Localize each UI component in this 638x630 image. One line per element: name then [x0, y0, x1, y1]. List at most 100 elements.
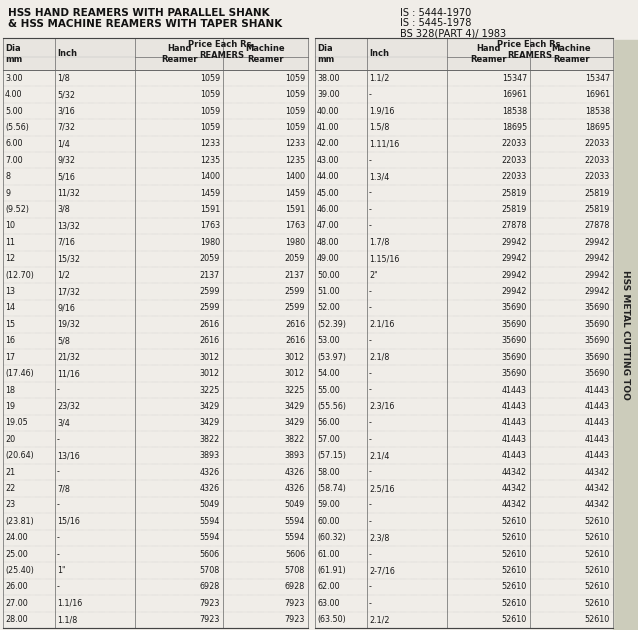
Text: 35690: 35690 [585, 369, 610, 378]
Text: 5.00: 5.00 [5, 106, 22, 115]
Text: Machine
Reamer: Machine Reamer [552, 44, 591, 64]
Text: 22033: 22033 [501, 139, 527, 148]
Text: 35690: 35690 [585, 304, 610, 312]
Text: 5594: 5594 [200, 533, 220, 542]
Text: 41443: 41443 [585, 418, 610, 427]
Text: 21/32: 21/32 [57, 353, 80, 362]
Text: 35690: 35690 [501, 320, 527, 329]
Text: 35690: 35690 [585, 336, 610, 345]
Text: -: - [369, 336, 372, 345]
Text: -: - [369, 304, 372, 312]
Text: 1459: 1459 [200, 188, 220, 198]
Bar [315, 185, 613, 202]
Text: 49.00: 49.00 [317, 255, 339, 263]
Text: 3893: 3893 [200, 451, 220, 460]
Bar [315, 119, 613, 135]
Text: 6928: 6928 [200, 583, 220, 592]
Text: 5/16: 5/16 [57, 172, 75, 181]
Text: 1980: 1980 [200, 238, 220, 247]
Text: (9.52): (9.52) [5, 205, 29, 214]
Bar [3, 70, 308, 86]
Text: 15/16: 15/16 [57, 517, 80, 526]
Text: 5594: 5594 [285, 517, 305, 526]
Text: 1763: 1763 [200, 221, 220, 231]
Text: 3225: 3225 [200, 386, 220, 394]
Text: 15/32: 15/32 [57, 255, 80, 263]
Text: 1059: 1059 [200, 106, 220, 115]
Text: 2.1/4: 2.1/4 [369, 451, 389, 460]
Bar [3, 415, 308, 431]
Text: 3012: 3012 [285, 353, 305, 362]
Text: 1059: 1059 [285, 74, 305, 83]
Text: 17: 17 [5, 353, 15, 362]
Text: (58.74): (58.74) [317, 484, 346, 493]
Text: 54.00: 54.00 [317, 369, 339, 378]
Text: (57.15): (57.15) [317, 451, 346, 460]
Bar [3, 333, 308, 349]
Text: (61.91): (61.91) [317, 566, 346, 575]
Text: 29942: 29942 [584, 287, 610, 296]
Text: 3429: 3429 [200, 418, 220, 427]
Text: HSS METAL CUTTING TOO: HSS METAL CUTTING TOO [621, 270, 630, 400]
Text: 41443: 41443 [585, 435, 610, 444]
Text: 11/16: 11/16 [57, 369, 80, 378]
Text: 14: 14 [5, 304, 15, 312]
Text: -: - [369, 221, 372, 231]
Text: 48.00: 48.00 [317, 238, 339, 247]
Text: 44342: 44342 [585, 500, 610, 510]
Text: 4326: 4326 [285, 467, 305, 476]
Text: -: - [57, 533, 60, 542]
Text: 1059: 1059 [200, 90, 220, 99]
Text: 6.00: 6.00 [5, 139, 22, 148]
Text: 52610: 52610 [585, 616, 610, 624]
Text: 1.3/4: 1.3/4 [369, 172, 389, 181]
Text: 63.00: 63.00 [317, 599, 339, 608]
Text: 1/2: 1/2 [57, 271, 70, 280]
Text: (5.56): (5.56) [5, 123, 29, 132]
Text: 29942: 29942 [501, 287, 527, 296]
Text: 1059: 1059 [285, 106, 305, 115]
Bar [315, 513, 613, 530]
Bar [3, 284, 308, 300]
Text: 27878: 27878 [501, 221, 527, 231]
Bar [315, 431, 613, 447]
Bar [3, 234, 308, 251]
Text: 52610: 52610 [585, 533, 610, 542]
Text: 5594: 5594 [285, 533, 305, 542]
Bar [3, 530, 308, 546]
Text: 19/32: 19/32 [57, 320, 80, 329]
Text: 52610: 52610 [501, 583, 527, 592]
Bar [315, 398, 613, 415]
Text: 3012: 3012 [285, 369, 305, 378]
Bar [315, 563, 613, 579]
Bar [315, 480, 613, 496]
Text: 2059: 2059 [200, 255, 220, 263]
Text: 3893: 3893 [285, 451, 305, 460]
Bar [315, 530, 613, 546]
Bar [3, 103, 308, 119]
Text: 5708: 5708 [285, 566, 305, 575]
Text: 52610: 52610 [585, 566, 610, 575]
Text: 35690: 35690 [501, 304, 527, 312]
Bar [315, 382, 613, 398]
Text: 18538: 18538 [585, 106, 610, 115]
Text: 52.00: 52.00 [317, 304, 340, 312]
Bar [315, 103, 613, 119]
Bar [315, 300, 613, 316]
Text: 27.00: 27.00 [5, 599, 27, 608]
Text: 52610: 52610 [501, 533, 527, 542]
Text: 5606: 5606 [200, 549, 220, 559]
Text: 29942: 29942 [584, 238, 610, 247]
Text: 2616: 2616 [285, 336, 305, 345]
Text: Inch: Inch [57, 50, 77, 59]
Text: -: - [369, 467, 372, 476]
Text: 1233: 1233 [200, 139, 220, 148]
Text: 25819: 25819 [584, 205, 610, 214]
Bar [315, 251, 613, 267]
Text: 1.15/16: 1.15/16 [369, 255, 399, 263]
Text: 3822: 3822 [200, 435, 220, 444]
Bar [315, 612, 613, 628]
Text: 1591: 1591 [285, 205, 305, 214]
Text: 16961: 16961 [585, 90, 610, 99]
Text: 29942: 29942 [501, 271, 527, 280]
